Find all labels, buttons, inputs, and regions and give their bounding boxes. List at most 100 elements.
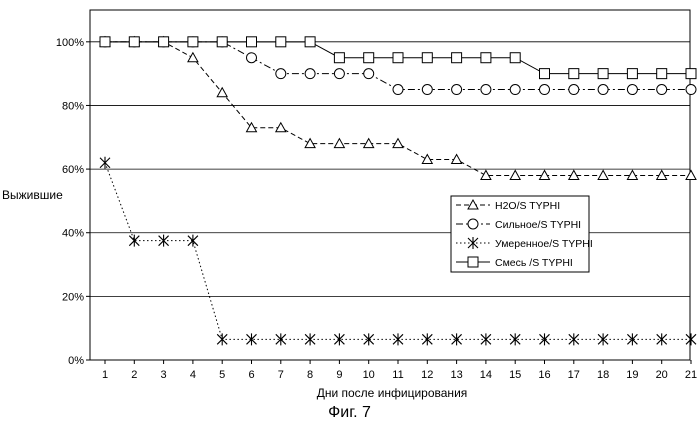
data-point xyxy=(656,84,668,96)
y-tick-label: 60% xyxy=(62,164,84,176)
x-tick-label: 16 xyxy=(538,369,550,381)
x-tick-label: 11 xyxy=(392,369,403,381)
data-point xyxy=(333,68,345,80)
data-point xyxy=(362,137,375,149)
data-point xyxy=(158,234,169,247)
data-point xyxy=(480,333,492,346)
data-point xyxy=(246,52,257,64)
data-point xyxy=(539,68,550,80)
data-point xyxy=(392,52,404,64)
legend-label: H2O/S TYPHI xyxy=(495,200,560,212)
x-tick-label: 12 xyxy=(421,369,433,381)
data-point xyxy=(450,153,463,165)
data-point xyxy=(509,333,521,346)
y-tick-label: 80% xyxy=(62,100,84,112)
x-tick-label: 6 xyxy=(248,369,254,381)
x-tick-label: 4 xyxy=(190,369,196,381)
data-point xyxy=(246,36,257,48)
data-point xyxy=(187,234,199,247)
data-point xyxy=(363,52,375,64)
data-point xyxy=(421,153,434,165)
x-tick-label: 5 xyxy=(219,369,225,381)
data-point xyxy=(480,169,492,180)
x-tick-label: 1 xyxy=(102,369,108,381)
data-point xyxy=(597,333,609,346)
x-tick-label: 14 xyxy=(480,369,492,381)
data-point xyxy=(480,84,492,96)
data-point xyxy=(421,52,433,64)
data-point xyxy=(685,84,697,96)
data-point xyxy=(216,333,228,346)
y-tick-label: 20% xyxy=(62,291,84,303)
data-point xyxy=(363,68,375,80)
data-point xyxy=(421,333,433,346)
legend-marker xyxy=(467,256,479,268)
legend-marker xyxy=(467,198,479,210)
x-tick-label: 20 xyxy=(656,369,668,381)
data-point xyxy=(392,333,404,346)
x-tick-label: 17 xyxy=(568,369,580,381)
data-point xyxy=(158,36,170,48)
data-point xyxy=(597,68,609,80)
legend-label: Смесь /S TYPHI xyxy=(495,257,573,269)
data-point xyxy=(538,169,551,180)
data-point xyxy=(245,121,258,133)
data-point xyxy=(304,68,316,80)
data-point xyxy=(626,169,639,180)
plot-frame xyxy=(89,9,691,361)
y-tick-label: 100% xyxy=(56,37,84,49)
data-point xyxy=(451,52,463,64)
legend-marker xyxy=(467,237,479,249)
x-tick-label: 8 xyxy=(307,369,313,381)
data-point xyxy=(128,234,140,247)
y-axis-label: Выжившие xyxy=(2,188,63,202)
legend: H2O/S TYPHI Сильное/S TYPHI Умеренное/S TY… xyxy=(450,195,593,273)
data-point xyxy=(275,68,287,80)
data-point xyxy=(304,333,316,346)
data-point xyxy=(567,169,580,180)
x-tick-label: 3 xyxy=(161,369,167,381)
data-point xyxy=(656,333,668,346)
data-point xyxy=(655,169,668,180)
x-tick-label: 9 xyxy=(336,369,342,381)
plot-area: 0%20%40%60%80%100%1 2 3 4 5 6 7 8 9 10 11 12 13 14 15 1… xyxy=(56,9,697,381)
series-star xyxy=(99,156,697,346)
figure-caption: Фиг. 7 xyxy=(328,404,371,421)
data-point xyxy=(685,68,697,80)
x-tick-label: 7 xyxy=(278,369,284,381)
data-point xyxy=(99,156,111,169)
x-tick-label: 18 xyxy=(597,369,609,381)
data-point xyxy=(685,169,697,180)
data-point xyxy=(333,137,346,149)
data-point xyxy=(304,137,316,149)
data-point xyxy=(509,52,521,64)
data-point xyxy=(685,333,697,346)
x-tick-label: 10 xyxy=(363,369,375,381)
series-square xyxy=(99,36,697,80)
data-point xyxy=(392,137,404,149)
data-point xyxy=(539,333,550,346)
legend-label: Сильное/S TYPHI xyxy=(495,219,581,231)
data-point xyxy=(626,84,638,96)
series-line xyxy=(104,162,691,340)
legend-marker xyxy=(467,218,479,230)
data-point xyxy=(421,84,433,96)
y-tick-label: 0% xyxy=(68,355,84,367)
data-point xyxy=(246,333,257,346)
data-point xyxy=(568,68,580,80)
data-point xyxy=(216,36,228,48)
data-point xyxy=(216,86,229,98)
series-line xyxy=(105,41,691,91)
data-point xyxy=(656,68,668,80)
data-point xyxy=(626,68,638,80)
data-point xyxy=(627,333,638,346)
data-point xyxy=(274,121,287,133)
data-point xyxy=(451,84,463,96)
legend-label: Умеренное/S TYPHI xyxy=(495,238,593,250)
data-point xyxy=(539,84,550,96)
data-point xyxy=(275,36,287,48)
data-point xyxy=(99,36,111,48)
series-line xyxy=(105,41,691,176)
data-point xyxy=(480,52,492,64)
